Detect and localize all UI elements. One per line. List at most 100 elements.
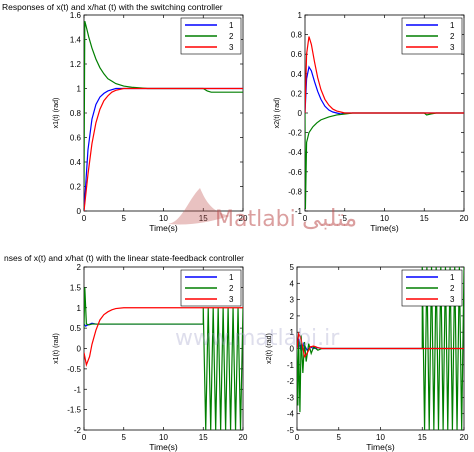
x-tick-label: 5 [337, 433, 342, 442]
y-tick-label: 0 [298, 109, 303, 118]
y-tick-label: 1 [77, 304, 82, 313]
legend-label-3: 3 [450, 295, 455, 304]
watermark-url: www.matlabi.ir [175, 326, 340, 351]
y-tick-label: 0.2 [291, 89, 303, 98]
watermark-brand-latin: Matlabi [215, 207, 296, 232]
plot-area [297, 267, 464, 430]
legend: 1 2 3 [401, 17, 463, 55]
legend-label-2: 2 [229, 32, 234, 41]
y-tick-label: 0 [77, 345, 82, 354]
watermark-logo [168, 188, 230, 225]
y-axis-label: x2(t) (rad) [274, 98, 281, 129]
legend-label-3: 3 [229, 295, 234, 304]
legend-label-1: 1 [229, 21, 234, 30]
chart-2: 0 5 10 15 20 -1 -0.8 -0.6 -0.4 -0.2 0 0.2 0.4 0.6 0.8 1… [274, 11, 469, 233]
y-tick-label: 4 [290, 279, 295, 288]
x-tick-label: 15 [418, 433, 427, 442]
y-tick-label: 0 [290, 345, 295, 354]
y-tick-label: -3 [287, 393, 295, 402]
y-tick-label: 0 [77, 207, 82, 216]
x-axis-label: Time(s) [366, 442, 395, 452]
legend-label-3: 3 [229, 43, 234, 52]
x-tick-label: 5 [343, 214, 348, 223]
legend-label-2: 2 [450, 284, 455, 293]
series-line-3 [84, 307, 243, 367]
chart-4: 0 5 10 15 20 -5 -4 -3 -2 -1 0 1 2 3 4 5 Time(s) x2(t) (ra… [266, 263, 469, 452]
y-tick-label: 0.6 [70, 134, 82, 143]
x-tick-label: 15 [199, 433, 208, 442]
x-tick-label: 20 [239, 433, 248, 442]
y-tick-label: 0.4 [70, 158, 82, 167]
y-tick-label: -1 [287, 361, 295, 370]
x-tick-label: 20 [460, 433, 469, 442]
y-tick-label: 0.6 [291, 50, 303, 59]
legend-label-1: 1 [450, 21, 455, 30]
legend-label-2: 2 [229, 284, 234, 293]
y-tick-label: 3 [290, 296, 295, 305]
legend-label-1: 1 [450, 273, 455, 282]
legend-label-3: 3 [450, 43, 455, 52]
y-tick-label: 1.2 [70, 60, 82, 69]
y-tick-label: 1 [77, 85, 82, 94]
watermark-brand-arabic: متلبی [302, 204, 358, 232]
y-axis-label: x2(t) (rad) [266, 333, 273, 364]
y-axis-label: x1(t) (rad) [53, 333, 60, 364]
y-tick-label: 1 [290, 328, 295, 337]
chart-3: 0 5 10 15 20 -2 -1.5 -1 -0.5 0 0.5 1 1.5 2 Time(s) x1(t… [53, 263, 248, 452]
y-tick-label: 1.6 [70, 11, 82, 20]
series-line-3 [297, 331, 464, 359]
y-tick-label: 1 [298, 11, 303, 20]
top-title: Responses of x(t) and x/hat (t) with the… [2, 2, 223, 12]
y-tick-label: -5 [287, 426, 295, 435]
x-tick-label: 10 [159, 214, 168, 223]
series-line-1 [305, 65, 464, 115]
series-line-3 [84, 87, 243, 211]
plot-area [84, 287, 243, 430]
y-tick-label: 0.4 [291, 70, 303, 79]
y-tick-label: 0.8 [70, 109, 82, 118]
x-tick-label: 15 [199, 214, 208, 223]
series-line-3 [305, 36, 464, 114]
x-tick-label: 10 [159, 433, 168, 442]
y-tick-label: -0.8 [288, 187, 302, 196]
y-tick-label: -2 [287, 377, 295, 386]
y-tick-label: 0.5 [70, 324, 82, 333]
x-tick-label: 5 [122, 433, 127, 442]
series-line-2 [305, 112, 464, 210]
x-tick-label: 0 [82, 214, 87, 223]
y-tick-label: 0.8 [291, 31, 303, 40]
y-tick-label: 0.2 [70, 183, 82, 192]
y-tick-label: -4 [287, 410, 295, 419]
y-tick-label: -1 [295, 207, 303, 216]
x-tick-label: 10 [376, 433, 385, 442]
y-tick-label: 2 [290, 312, 295, 321]
chart-1: 0 5 10 15 20 0 0.2 0.4 0.6 0.8 1 1.2 1.4 1.6 Time(s) x1… [53, 11, 248, 233]
watermark-flame-icon [168, 188, 230, 225]
y-tick-label: -0.5 [67, 365, 81, 374]
y-tick-label: -0.2 [288, 129, 302, 138]
y-tick-label: -1.5 [67, 406, 81, 415]
x-tick-label: 20 [460, 214, 469, 223]
y-axis-label: x1(t) (rad) [53, 98, 60, 129]
y-tick-label: -0.4 [288, 148, 302, 157]
x-tick-label: 20 [239, 214, 248, 223]
x-tick-label: 15 [420, 214, 429, 223]
legend-label-2: 2 [450, 32, 455, 41]
y-tick-label: 1.4 [70, 36, 82, 45]
plot-area [305, 36, 464, 210]
x-tick-label: 0 [303, 214, 308, 223]
x-tick-label: 0 [82, 433, 87, 442]
y-tick-label: -0.6 [288, 168, 302, 177]
x-axis-label: Time(s) [149, 223, 178, 233]
x-tick-label: 5 [122, 214, 127, 223]
bottom-title: nses of x(t) and x/hat (t) with the line… [4, 253, 245, 263]
legend: 1 2 3 [401, 269, 463, 307]
y-tick-label: 5 [290, 263, 295, 272]
legend: 1 2 3 [180, 17, 242, 55]
plot-area [84, 20, 243, 211]
y-tick-label: 1.5 [70, 283, 82, 292]
y-tick-label: -2 [74, 426, 82, 435]
x-tick-label: 10 [380, 214, 389, 223]
legend: 1 2 3 [180, 269, 242, 307]
